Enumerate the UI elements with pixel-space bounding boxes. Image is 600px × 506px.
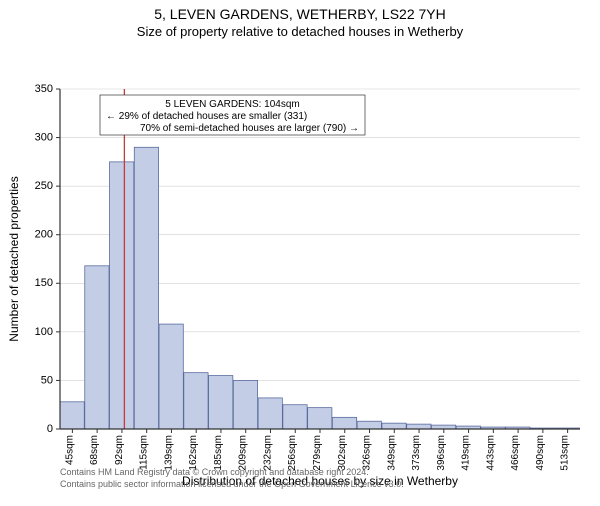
histogram-bar [85,266,109,429]
x-tick-label: 396sqm [436,435,447,471]
x-tick-label: 373sqm [411,435,422,471]
annotation-line: ← 29% of detached houses are smaller (33… [106,111,307,122]
y-tick-label: 50 [41,374,53,386]
x-tick-label: 513sqm [560,435,571,471]
annotation-line: 5 LEVEN GARDENS: 104sqm [165,99,300,110]
footer-line: Contains public sector information licen… [60,479,404,489]
histogram-bar [110,162,134,429]
x-tick-label: 162sqm [188,435,199,471]
histogram-bar [184,373,208,429]
histogram-bar [233,380,257,429]
title-subtitle: Size of property relative to detached ho… [0,24,600,39]
title-address: 5, LEVEN GARDENS, WETHERBY, LS22 7YH [0,6,600,22]
histogram-bar [332,417,356,429]
x-tick-label: 209sqm [238,435,249,471]
x-tick-label: 302sqm [337,435,348,471]
histogram-bar [258,398,282,429]
annotation-line: 70% of semi-detached houses are larger (… [140,123,359,134]
histogram-bar [382,423,406,429]
y-tick-label: 100 [35,326,53,338]
x-tick-label: 349sqm [386,435,397,471]
x-tick-label: 466sqm [510,435,521,471]
x-tick-label: 92sqm [114,435,125,465]
x-tick-label: 45sqm [64,435,75,465]
x-tick-label: 185sqm [213,435,224,471]
y-tick-label: 150 [35,277,53,289]
histogram-bar [308,408,332,429]
x-tick-label: 139sqm [163,435,174,471]
x-tick-label: 232sqm [262,435,273,471]
y-tick-label: 250 [35,180,53,192]
y-tick-label: 300 [35,131,53,143]
histogram-bar [209,376,233,429]
y-tick-label: 0 [47,423,53,435]
x-tick-label: 68sqm [89,435,100,465]
histogram-bar [60,402,84,429]
histogram-chart: 0 50 100 150 200 250 300 350 45sqm 68sqm 92sqm 115s… [0,39,600,499]
histogram-bar [283,405,307,429]
histogram-bar [407,424,431,429]
y-axis-title: Number of detached properties [7,176,21,341]
x-tick-label: 115sqm [139,435,150,470]
x-tick-label: 419sqm [461,435,472,471]
y-tick-label: 200 [35,229,53,241]
x-tick-label: 443sqm [485,435,496,471]
x-tick-label: 490sqm [535,435,546,471]
footer-line: Contains HM Land Registry data © Crown c… [60,467,369,477]
x-tick-label: 279sqm [312,435,323,471]
y-tick-label: 350 [35,83,53,95]
histogram-bar [134,147,158,429]
histogram-bar [357,421,381,429]
histogram-bar [159,324,183,429]
x-tick-label: 256sqm [287,435,298,471]
x-tick-label: 326sqm [362,435,373,471]
